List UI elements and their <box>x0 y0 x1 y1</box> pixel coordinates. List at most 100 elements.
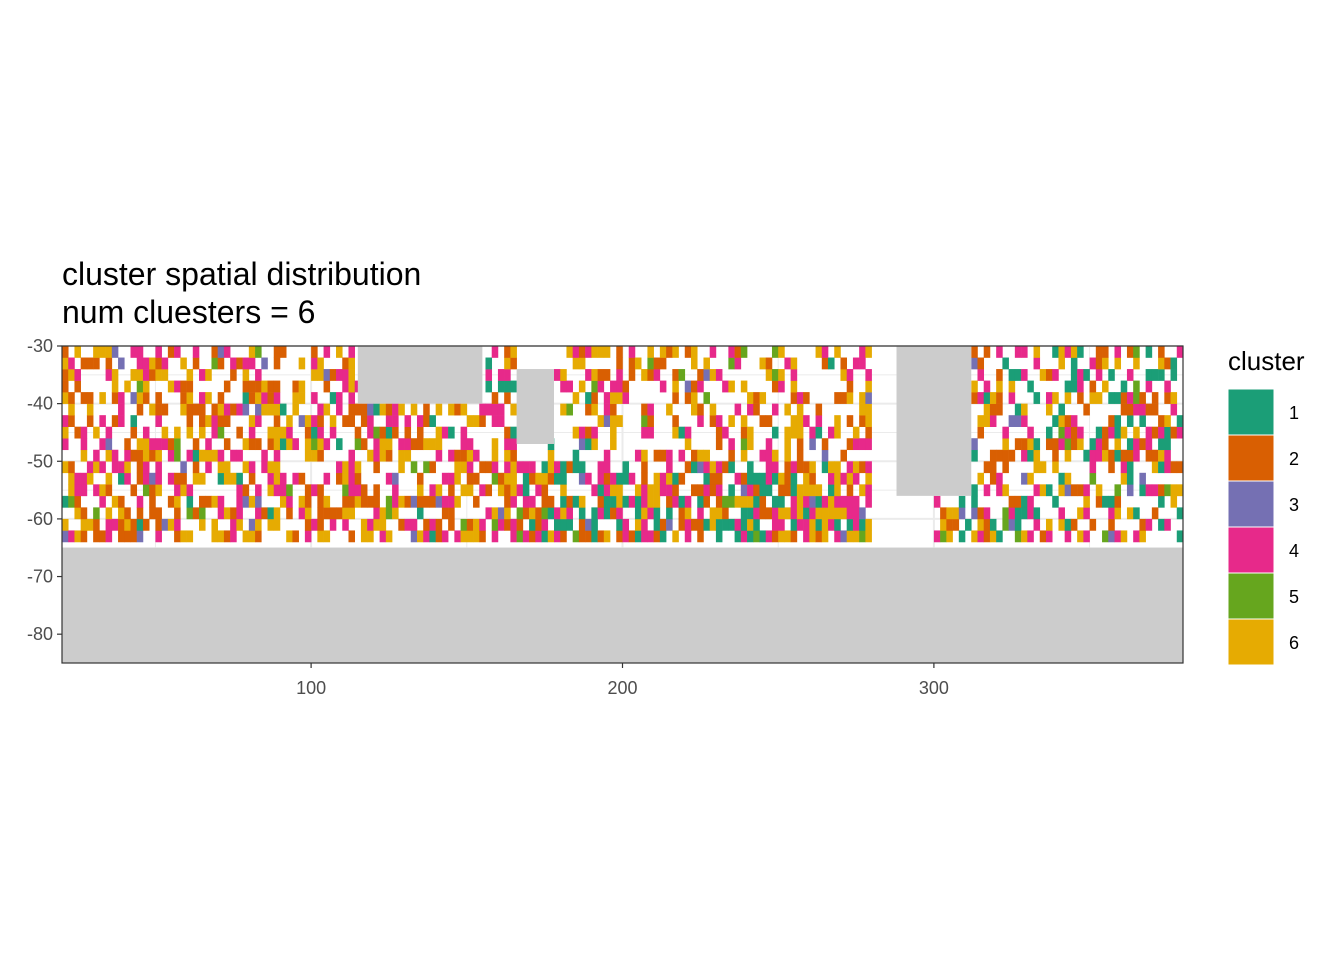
cluster-cell <box>529 461 536 474</box>
cluster-cell <box>186 380 194 393</box>
cluster-cell <box>205 449 212 462</box>
cluster-cell <box>1114 449 1122 462</box>
cluster-cell <box>585 426 592 439</box>
cluster-cell <box>217 472 225 485</box>
cluster-cell <box>504 346 511 358</box>
cluster-cell <box>1170 392 1178 404</box>
cluster-cell <box>99 346 106 358</box>
cluster-cell <box>684 426 692 439</box>
cluster-cell <box>223 507 231 520</box>
cluster-cell <box>360 403 368 416</box>
cluster-cell <box>977 507 985 520</box>
cluster-cell <box>983 415 991 427</box>
cluster-cell <box>93 449 100 462</box>
cluster-cell <box>479 403 486 416</box>
cluster-cell <box>491 346 499 358</box>
cluster-cell <box>336 392 343 404</box>
cluster-cell <box>958 507 966 520</box>
cluster-cell <box>859 415 866 427</box>
cluster-cell <box>199 507 206 520</box>
cluster-cell <box>672 426 679 439</box>
cluster-cell <box>62 415 69 427</box>
cluster-cell <box>834 530 841 543</box>
cluster-cell <box>298 415 306 427</box>
cluster-cell <box>1176 346 1184 358</box>
cluster-cell <box>597 369 605 381</box>
cluster-cell <box>597 415 605 427</box>
cluster-cell <box>348 369 356 381</box>
cluster-cell <box>852 495 860 508</box>
cluster-cell <box>1014 403 1022 416</box>
cluster-cell <box>68 495 75 508</box>
cluster-cell <box>697 403 704 416</box>
cluster-cell <box>1014 438 1022 451</box>
cluster-cell <box>572 346 580 358</box>
cluster-cell <box>634 357 642 370</box>
cluster-cell <box>205 392 212 404</box>
cluster-cell <box>491 518 499 531</box>
cluster-cell <box>1058 438 1065 451</box>
cluster-cell <box>1033 438 1041 451</box>
cluster-cell <box>504 472 511 485</box>
cluster-cell <box>747 403 754 416</box>
cluster-cell <box>958 530 966 543</box>
cluster-cell <box>653 518 661 531</box>
cluster-cell <box>62 369 69 381</box>
cluster-cell <box>1170 495 1178 508</box>
cluster-cell <box>68 484 75 497</box>
cluster-cell <box>597 484 605 497</box>
cluster-cell <box>416 438 424 451</box>
cluster-cell <box>136 530 144 543</box>
cluster-cell <box>803 484 810 497</box>
cluster-cell <box>647 484 654 497</box>
cluster-cell <box>192 449 200 462</box>
cluster-cell <box>585 392 592 404</box>
cluster-cell <box>591 518 598 531</box>
cluster-cell <box>653 449 661 462</box>
cluster-cell <box>989 449 997 462</box>
cluster-cell <box>298 380 306 393</box>
cluster-cell <box>336 472 343 485</box>
cluster-cell <box>466 449 474 462</box>
cluster-cell <box>1176 461 1184 474</box>
cluster-cell <box>62 438 69 451</box>
cluster-cell <box>1139 438 1146 451</box>
cluster-cell <box>796 392 804 404</box>
cluster-cell <box>510 518 517 531</box>
cluster-cell <box>647 357 654 370</box>
cluster-cell <box>641 403 648 416</box>
cluster-cell <box>771 403 779 416</box>
cluster-cell <box>622 530 630 543</box>
cluster-cell <box>174 346 181 358</box>
cluster-cell <box>672 346 679 358</box>
cluster-cell <box>603 415 611 427</box>
cluster-cell <box>803 392 810 404</box>
cluster-cell <box>317 369 324 381</box>
cluster-cell <box>578 461 586 474</box>
cluster-cell <box>161 518 169 531</box>
cluster-cell <box>1052 392 1059 404</box>
cluster-cell <box>1145 380 1153 393</box>
cluster-cell <box>317 438 324 451</box>
cluster-cell <box>354 484 362 497</box>
cluster-cell <box>217 403 225 416</box>
cluster-cell <box>759 392 767 404</box>
cluster-cell <box>1145 426 1153 439</box>
land-antarctica <box>62 547 1183 663</box>
cluster-cell <box>223 472 231 485</box>
cluster-cell <box>311 518 318 531</box>
cluster-cell <box>529 472 536 485</box>
cluster-cell <box>553 369 561 381</box>
cluster-cell <box>1021 415 1028 427</box>
cluster-cell <box>392 495 399 508</box>
cluster-cell <box>311 426 318 439</box>
cluster-cell <box>473 495 480 508</box>
cluster-cell <box>1070 415 1078 427</box>
cluster-cell <box>1170 403 1178 416</box>
cluster-cell <box>217 357 225 370</box>
cluster-cell <box>1045 403 1053 416</box>
cluster-cell <box>211 346 218 358</box>
cluster-cell <box>740 438 748 451</box>
cluster-cell <box>809 472 816 485</box>
cluster-cell <box>136 461 144 474</box>
